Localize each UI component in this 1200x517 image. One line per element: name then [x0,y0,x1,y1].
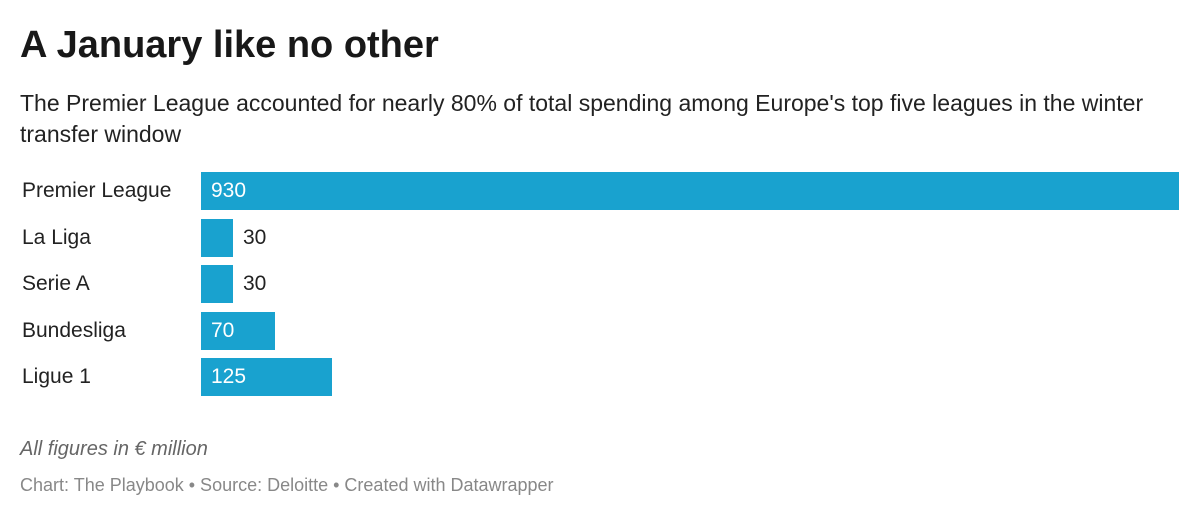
bar [201,311,275,350]
value-label: 930 [211,179,247,202]
bar [201,358,332,396]
category-label: Serie A [22,272,90,295]
value-label: 70 [211,318,235,342]
bar-chart: Premier League 930 La Liga 30 Serie A 30 Bunde… [0,168,1200,408]
category-label: Ligue 1 [22,365,91,388]
category-label: La Liga [22,225,91,249]
category-label: Premier League [22,179,172,202]
value-label: 30 [243,225,267,249]
category-label: Bundesliga [22,318,126,342]
bar [201,218,233,257]
value-label: 30 [243,272,267,295]
value-label: 125 [211,365,247,388]
chart-notes: All figures in € million [20,438,208,460]
chart-footer: Chart: The Playbook • Source: Deloitte •… [20,475,554,495]
bar [201,172,1179,210]
bar [201,265,233,303]
chart-title: A January like no other [20,24,439,66]
chart-subtitle: The Premier League accounted for nearly … [20,90,1144,147]
